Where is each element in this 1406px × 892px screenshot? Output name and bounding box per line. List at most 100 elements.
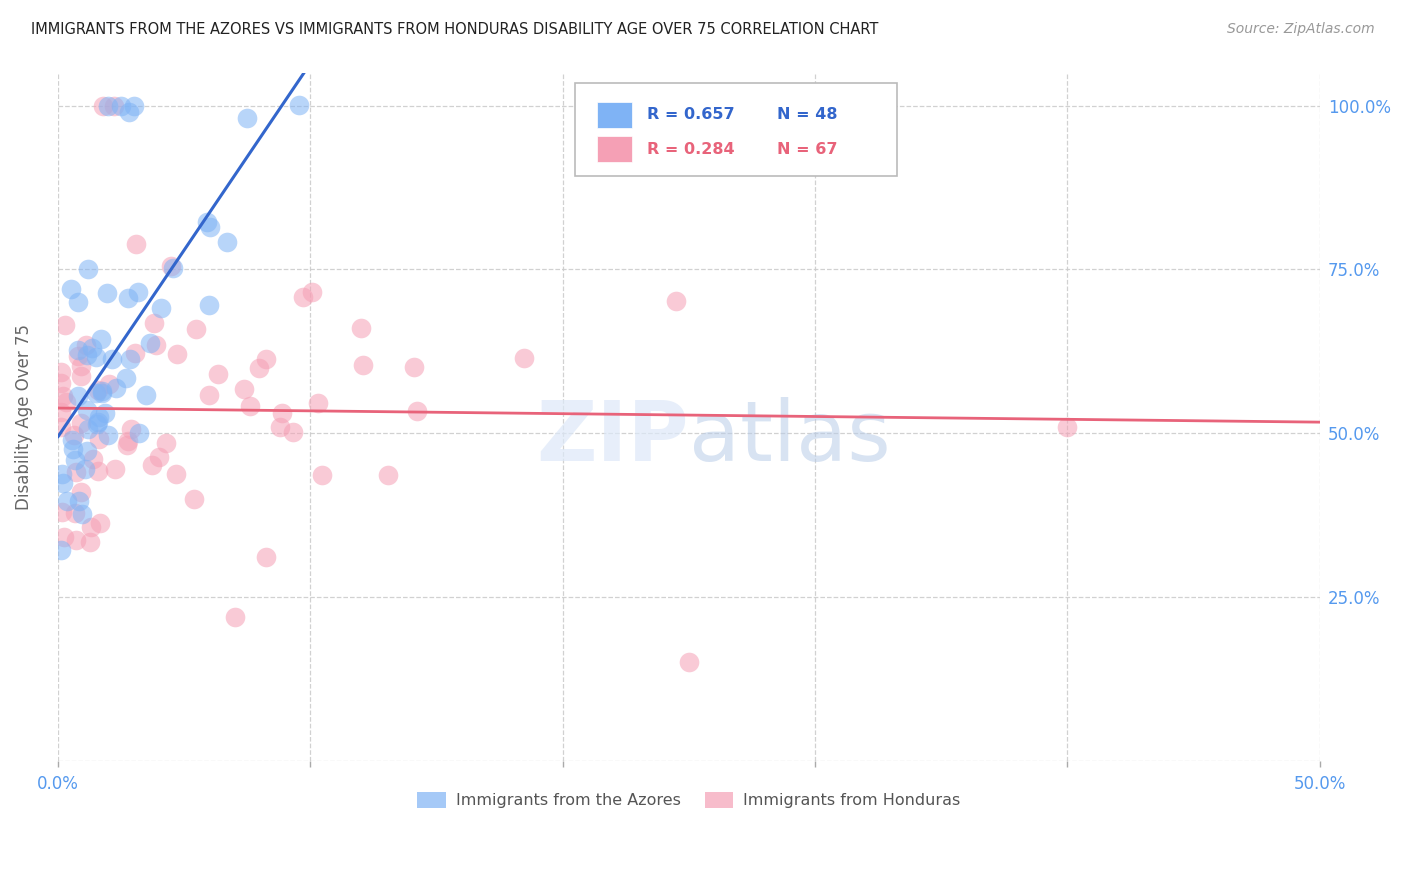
Point bbox=[69, 494, 91, 508]
Point bbox=[79, 534, 101, 549]
Point bbox=[97, 428, 120, 442]
Point bbox=[51, 505, 73, 519]
Point bbox=[307, 396, 329, 410]
Point bbox=[84, 385, 107, 400]
Point bbox=[49, 376, 72, 390]
Point bbox=[135, 388, 157, 402]
Y-axis label: Disability Age Over 75: Disability Age Over 75 bbox=[15, 324, 32, 510]
Point bbox=[49, 365, 72, 379]
Point bbox=[145, 338, 167, 352]
Point bbox=[166, 347, 188, 361]
Point bbox=[75, 338, 97, 352]
Point bbox=[110, 99, 132, 113]
Point bbox=[89, 516, 111, 530]
Point bbox=[148, 450, 170, 465]
Point bbox=[52, 476, 75, 491]
Point bbox=[104, 381, 127, 395]
Point bbox=[405, 403, 427, 417]
Point bbox=[65, 533, 87, 547]
Point bbox=[51, 467, 73, 481]
Point bbox=[97, 377, 120, 392]
Point bbox=[198, 298, 221, 312]
Point bbox=[65, 465, 87, 479]
Point bbox=[56, 494, 79, 508]
Point bbox=[128, 425, 150, 440]
Point bbox=[70, 359, 93, 373]
Point bbox=[76, 348, 98, 362]
Point bbox=[254, 549, 277, 564]
Point bbox=[67, 349, 90, 363]
Point bbox=[271, 406, 294, 420]
Point bbox=[90, 332, 112, 346]
Point bbox=[215, 235, 238, 249]
Point bbox=[198, 219, 221, 234]
Text: N = 48: N = 48 bbox=[778, 107, 838, 122]
Text: ZIP: ZIP bbox=[536, 397, 689, 478]
Point bbox=[155, 435, 177, 450]
Point bbox=[49, 405, 72, 419]
Point bbox=[269, 420, 291, 434]
Point bbox=[59, 282, 82, 296]
Point bbox=[149, 301, 172, 315]
Point bbox=[233, 382, 256, 396]
Point bbox=[311, 467, 333, 482]
Point bbox=[287, 97, 309, 112]
Point bbox=[1056, 419, 1078, 434]
Point bbox=[224, 609, 246, 624]
Point bbox=[118, 105, 141, 120]
Point bbox=[62, 442, 84, 456]
Point bbox=[87, 432, 110, 446]
Point bbox=[76, 402, 98, 417]
Point bbox=[207, 367, 229, 381]
Point bbox=[63, 453, 86, 467]
Point bbox=[117, 291, 139, 305]
Point bbox=[66, 343, 89, 358]
Point bbox=[80, 341, 103, 355]
Point bbox=[352, 358, 374, 372]
Point bbox=[377, 468, 399, 483]
Point bbox=[183, 491, 205, 506]
Point bbox=[86, 417, 108, 432]
Point bbox=[125, 237, 148, 252]
Point bbox=[67, 389, 90, 403]
Point bbox=[239, 399, 262, 413]
Point bbox=[127, 285, 149, 299]
Point bbox=[90, 384, 112, 398]
Point bbox=[139, 336, 162, 351]
Point bbox=[55, 394, 77, 409]
Point bbox=[63, 428, 86, 442]
Text: IMMIGRANTS FROM THE AZORES VS IMMIGRANTS FROM HONDURAS DISABILITY AGE OVER 75 CO: IMMIGRANTS FROM THE AZORES VS IMMIGRANTS… bbox=[31, 22, 879, 37]
Point bbox=[143, 316, 166, 330]
Point bbox=[159, 259, 181, 273]
Point bbox=[77, 262, 100, 277]
Point bbox=[70, 369, 93, 384]
Point bbox=[162, 261, 184, 276]
Point bbox=[100, 352, 122, 367]
FancyBboxPatch shape bbox=[596, 136, 633, 162]
Point bbox=[114, 371, 136, 385]
Point bbox=[236, 111, 259, 125]
Point bbox=[118, 351, 141, 366]
Point bbox=[75, 462, 97, 476]
Point bbox=[49, 420, 72, 434]
Point bbox=[97, 99, 120, 113]
Point bbox=[53, 318, 76, 333]
Point bbox=[350, 320, 373, 334]
Point bbox=[70, 417, 93, 431]
Point bbox=[122, 99, 145, 113]
Point bbox=[70, 507, 93, 521]
Point bbox=[84, 350, 107, 364]
Point bbox=[65, 507, 87, 521]
Point bbox=[49, 542, 72, 557]
Text: R = 0.657: R = 0.657 bbox=[647, 107, 735, 122]
Point bbox=[76, 444, 98, 458]
Point bbox=[67, 295, 90, 310]
Point bbox=[96, 286, 118, 301]
Point bbox=[115, 437, 138, 451]
Point bbox=[165, 467, 187, 481]
Text: Source: ZipAtlas.com: Source: ZipAtlas.com bbox=[1227, 22, 1375, 37]
Point bbox=[513, 351, 536, 365]
Point bbox=[254, 352, 277, 367]
Point bbox=[87, 410, 110, 425]
Point bbox=[80, 520, 103, 534]
